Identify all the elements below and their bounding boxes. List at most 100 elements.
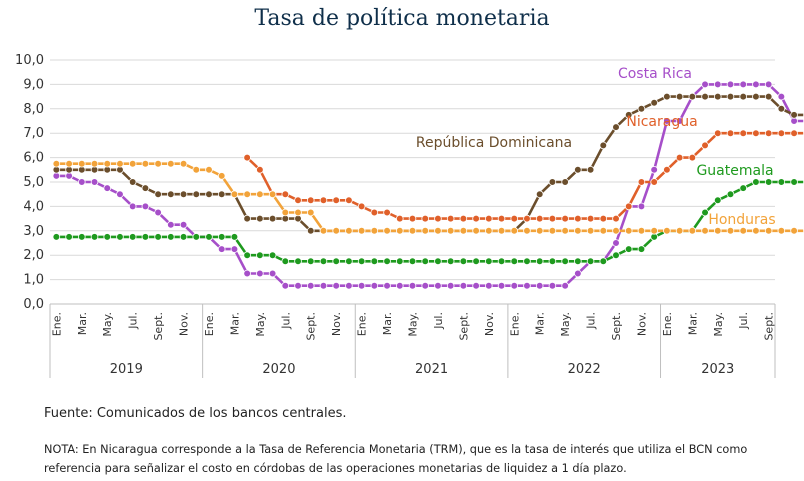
year-label: 2022 — [568, 362, 601, 377]
data-point-honduras — [497, 227, 506, 235]
data-point-guatemala — [421, 257, 430, 266]
data-point-costa-rica — [395, 281, 404, 290]
data-point-costa-rica — [408, 281, 417, 290]
series-label: Honduras — [708, 212, 775, 228]
x-tick-label: May. — [559, 312, 572, 337]
data-point-nicaragua — [612, 214, 620, 223]
data-point-guatemala — [701, 208, 709, 217]
data-point-republica-dominicana — [764, 92, 773, 101]
data-point-republica-dominicana — [179, 190, 188, 199]
line-chart: 0,0 1,0 2,0 3,0 4,0 5,0 6,0 7,0 8,0 9,0 10,0 2019 20… — [15, 53, 804, 378]
data-point-nicaragua — [472, 214, 480, 223]
data-point-nicaragua — [701, 141, 709, 150]
x-tick-label: Ene. — [203, 312, 216, 336]
data-point-guatemala — [586, 257, 595, 266]
data-point-republica-dominicana — [675, 92, 684, 101]
data-point-honduras — [637, 227, 646, 235]
data-point-nicaragua — [383, 208, 391, 217]
data-point-nicaragua — [357, 202, 366, 211]
data-point-honduras — [663, 227, 671, 235]
y-tick-label: 4,0 — [23, 199, 44, 214]
data-point-guatemala — [612, 251, 620, 260]
data-point-costa-rica — [726, 80, 735, 89]
data-point-guatemala — [205, 233, 213, 241]
data-point-republica-dominicana — [167, 190, 175, 199]
data-point-guatemala — [790, 178, 798, 186]
data-point-guatemala — [574, 257, 582, 266]
data-point-honduras — [205, 166, 213, 174]
data-point-costa-rica — [650, 166, 658, 174]
source-note: Fuente: Comunicados de los bancos centra… — [44, 406, 347, 421]
data-point-honduras — [701, 227, 709, 235]
data-point-costa-rica — [319, 281, 328, 290]
data-point-honduras — [128, 159, 137, 168]
data-point-republica-dominicana — [548, 178, 557, 186]
data-point-costa-rica — [383, 281, 391, 290]
x-tick-label: Mar. — [76, 312, 89, 335]
y-tick-label: 6,0 — [23, 151, 44, 166]
x-tick-label: Ene. — [508, 312, 521, 336]
data-point-guatemala — [535, 257, 544, 266]
data-point-honduras — [383, 227, 391, 235]
y-tick-label: 10,0 — [15, 53, 44, 68]
data-point-costa-rica — [90, 178, 99, 186]
data-point-honduras — [650, 227, 658, 235]
data-point-costa-rica — [268, 269, 277, 278]
data-point-guatemala — [217, 233, 226, 241]
x-tick-label: May. — [407, 312, 420, 337]
data-point-nicaragua — [370, 208, 379, 217]
data-point-honduras — [306, 208, 315, 217]
data-point-guatemala — [281, 257, 290, 266]
data-point-nicaragua — [421, 214, 430, 223]
data-point-honduras — [764, 227, 773, 235]
data-point-costa-rica — [663, 117, 671, 125]
data-point-guatemala — [128, 233, 137, 241]
data-point-costa-rica — [701, 80, 709, 89]
x-tick-label: Sept. — [457, 312, 470, 341]
x-tick-label: Ene. — [661, 312, 674, 336]
data-point-guatemala — [485, 257, 493, 266]
data-point-costa-rica — [281, 281, 290, 290]
data-point-costa-rica — [243, 269, 251, 278]
data-point-honduras — [192, 166, 201, 174]
data-point-guatemala — [345, 257, 353, 266]
data-point-costa-rica — [777, 92, 786, 101]
data-point-honduras — [332, 227, 340, 235]
data-point-nicaragua — [726, 129, 735, 138]
data-point-costa-rica — [485, 281, 493, 290]
data-point-costa-rica — [77, 178, 86, 186]
data-point-guatemala — [408, 257, 417, 266]
data-point-nicaragua — [281, 190, 290, 199]
data-point-guatemala — [726, 190, 735, 199]
data-point-nicaragua — [777, 129, 786, 138]
data-point-honduras — [268, 190, 277, 199]
data-point-guatemala — [90, 233, 99, 241]
data-point-republica-dominicana — [268, 214, 277, 223]
data-point-honduras — [561, 227, 569, 235]
data-point-guatemala — [192, 233, 201, 241]
x-tick-label: Sept. — [763, 312, 776, 341]
data-point-nicaragua — [663, 166, 671, 174]
data-point-nicaragua — [395, 214, 404, 223]
data-point-costa-rica — [510, 281, 519, 290]
data-point-honduras — [167, 159, 175, 168]
data-point-nicaragua — [586, 214, 595, 223]
data-point-guatemala — [497, 257, 506, 266]
data-point-costa-rica — [370, 281, 379, 290]
data-point-republica-dominicana — [624, 111, 633, 119]
data-point-republica-dominicana — [688, 92, 697, 101]
data-point-guatemala — [752, 178, 760, 186]
data-point-honduras — [141, 159, 150, 168]
data-point-republica-dominicana — [243, 214, 251, 223]
series-label: República Dominicana — [416, 135, 572, 151]
data-point-nicaragua — [637, 178, 646, 186]
data-point-costa-rica — [154, 208, 162, 217]
data-point-nicaragua — [408, 214, 417, 223]
year-label: 2020 — [262, 362, 295, 377]
data-point-nicaragua — [713, 129, 722, 138]
x-tick-label: Nov. — [635, 312, 648, 336]
data-point-republica-dominicana — [256, 214, 264, 223]
data-point-honduras — [726, 227, 735, 235]
data-point-guatemala — [65, 233, 73, 241]
data-point-guatemala — [395, 257, 404, 266]
